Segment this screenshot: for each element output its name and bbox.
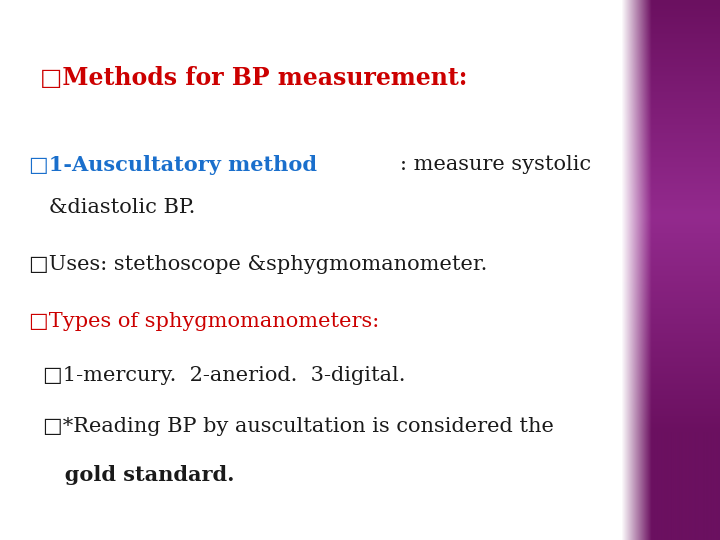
Text: □1-Auscultatory method: □1-Auscultatory method	[29, 154, 317, 175]
Text: gold standard.: gold standard.	[43, 465, 235, 485]
Text: : measure systolic: : measure systolic	[400, 155, 592, 174]
Text: &diastolic BP.: &diastolic BP.	[29, 198, 195, 218]
Text: □Types of sphygmomanometers:: □Types of sphygmomanometers:	[29, 312, 379, 331]
Text: □*Reading BP by auscultation is considered the: □*Reading BP by auscultation is consider…	[43, 417, 554, 436]
Text: □Methods for BP measurement:: □Methods for BP measurement:	[40, 66, 467, 90]
Text: □1-mercury.  2-aneriod.  3-digital.: □1-mercury. 2-aneriod. 3-digital.	[43, 366, 405, 385]
Text: □Uses: stethoscope &sphygmomanometer.: □Uses: stethoscope &sphygmomanometer.	[29, 255, 487, 274]
